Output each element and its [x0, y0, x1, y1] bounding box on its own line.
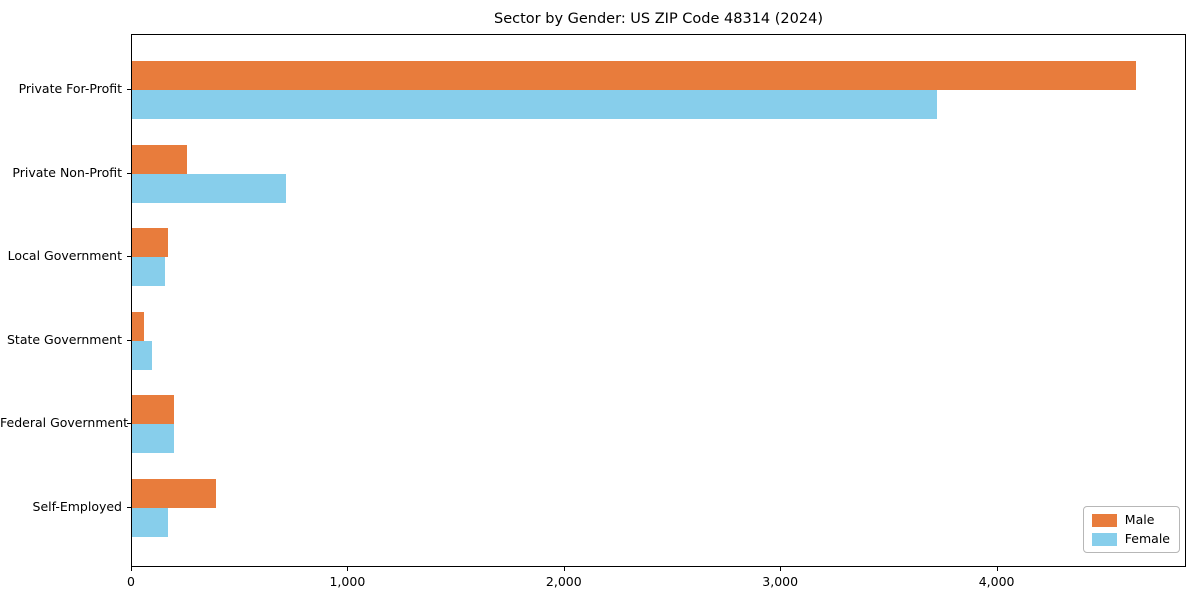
x-axis-label: 3,000 — [762, 574, 799, 589]
y-axis-label: Private Non-Profit — [12, 164, 122, 180]
x-axis-tick — [347, 567, 349, 571]
bar-female-federal-government — [132, 424, 175, 454]
y-axis-tick — [127, 423, 131, 425]
y-axis-label: Self-Employed — [32, 499, 122, 514]
bar-male-self-employed — [132, 479, 217, 508]
legend-label: Female — [1124, 531, 1170, 546]
bar-female-private-non-profit — [132, 173, 286, 203]
bar-female-local-government — [132, 257, 165, 287]
bar-male-federal-government — [132, 395, 175, 425]
x-axis-tick — [131, 567, 132, 571]
chart-title: Sector by Gender: US ZIP Code 48314 (202… — [494, 11, 823, 27]
y-axis-tick — [127, 89, 131, 90]
y-axis-tick — [127, 172, 131, 174]
bar-female-state-government — [132, 340, 152, 370]
plot-area: Male Female — [131, 34, 1186, 567]
x-axis-tick — [996, 567, 998, 571]
x-axis-tick — [563, 567, 565, 571]
legend: Male Female — [1082, 506, 1180, 553]
x-axis-tick — [780, 567, 782, 571]
y-axis-tick — [127, 256, 131, 258]
y-axis-tick — [127, 507, 131, 508]
bar-female-self-employed — [132, 508, 168, 537]
y-axis-label: Private For-Profit — [18, 81, 122, 96]
y-axis-tick — [127, 339, 131, 341]
bar-male-state-government — [132, 311, 144, 341]
bar-male-local-government — [132, 228, 168, 258]
legend-entry-male: Male — [1091, 512, 1170, 527]
x-axis-label: 1,000 — [329, 574, 366, 589]
x-axis-label: 4,000 — [978, 574, 1015, 589]
bar-male-private-non-profit — [132, 144, 188, 174]
y-axis-label: Local Government — [7, 248, 122, 264]
legend-entry-female: Female — [1091, 531, 1170, 546]
x-axis-label: 0 — [127, 574, 135, 589]
bar-female-private-for-profit — [132, 90, 937, 119]
bar-male-private-for-profit — [132, 61, 1137, 90]
legend-swatch-male — [1091, 513, 1117, 527]
legend-label: Male — [1124, 512, 1155, 527]
legend-swatch-female — [1091, 532, 1117, 546]
y-axis-label: Federal Government — [0, 415, 129, 431]
x-axis-label: 2,000 — [545, 574, 582, 589]
y-axis-label: State Government — [6, 331, 122, 347]
